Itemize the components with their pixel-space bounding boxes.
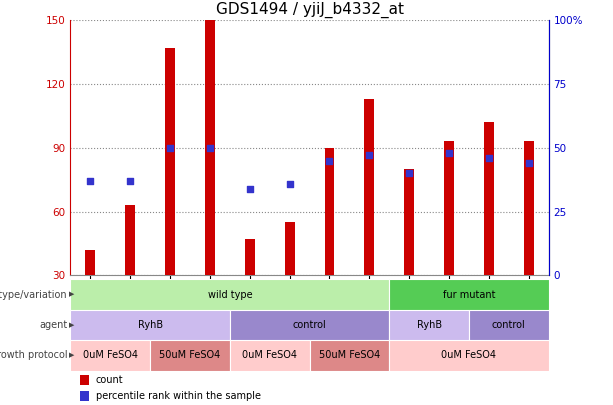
Point <box>484 155 494 161</box>
Text: 0uM FeSO4: 0uM FeSO4 <box>83 350 138 360</box>
Text: ▶: ▶ <box>69 322 74 328</box>
Bar <box>70 310 230 340</box>
Title: GDS1494 / yjiJ_b4332_at: GDS1494 / yjiJ_b4332_at <box>216 1 403 17</box>
Text: 0uM FeSO4: 0uM FeSO4 <box>242 350 297 360</box>
Bar <box>80 391 89 401</box>
Text: agent: agent <box>39 320 67 330</box>
Point <box>205 145 215 151</box>
Text: control: control <box>292 320 327 330</box>
Bar <box>484 122 494 275</box>
Text: ▶: ▶ <box>69 292 74 298</box>
Point <box>166 145 175 151</box>
Bar <box>230 340 310 371</box>
Text: wild type: wild type <box>208 290 252 300</box>
Point <box>325 157 335 164</box>
Bar <box>230 310 389 340</box>
Text: genotype/variation: genotype/variation <box>0 290 67 300</box>
Bar <box>245 239 255 275</box>
Text: control: control <box>492 320 526 330</box>
Bar <box>150 340 230 371</box>
Bar <box>389 310 469 340</box>
Bar <box>85 250 96 275</box>
Point <box>364 152 374 159</box>
Text: percentile rank within the sample: percentile rank within the sample <box>96 391 261 401</box>
Text: growth protocol: growth protocol <box>0 350 67 360</box>
Bar <box>389 340 549 371</box>
Text: RyhB: RyhB <box>417 320 441 330</box>
Point <box>405 170 414 177</box>
Bar <box>364 99 375 275</box>
Bar <box>165 48 175 275</box>
Bar <box>70 340 150 371</box>
Point <box>125 178 135 184</box>
Text: RyhB: RyhB <box>138 320 162 330</box>
Bar <box>469 310 549 340</box>
Point <box>524 160 533 166</box>
Bar <box>80 375 89 385</box>
Bar <box>389 279 549 310</box>
Bar <box>524 141 534 275</box>
Point <box>86 178 96 184</box>
Bar <box>404 169 414 275</box>
Text: 0uM FeSO4: 0uM FeSO4 <box>441 350 497 360</box>
Text: fur mutant: fur mutant <box>443 290 495 300</box>
Text: ▶: ▶ <box>69 352 74 358</box>
Bar <box>310 340 389 371</box>
Bar <box>125 205 135 275</box>
Text: 50uM FeSO4: 50uM FeSO4 <box>319 350 380 360</box>
Point <box>284 180 294 187</box>
Point <box>245 185 255 192</box>
Bar <box>444 141 454 275</box>
Text: count: count <box>96 375 123 385</box>
Bar <box>70 279 389 310</box>
Text: 50uM FeSO4: 50uM FeSO4 <box>159 350 221 360</box>
Point <box>444 150 454 156</box>
Bar <box>324 148 335 275</box>
Bar <box>205 20 215 275</box>
Bar <box>284 222 295 275</box>
